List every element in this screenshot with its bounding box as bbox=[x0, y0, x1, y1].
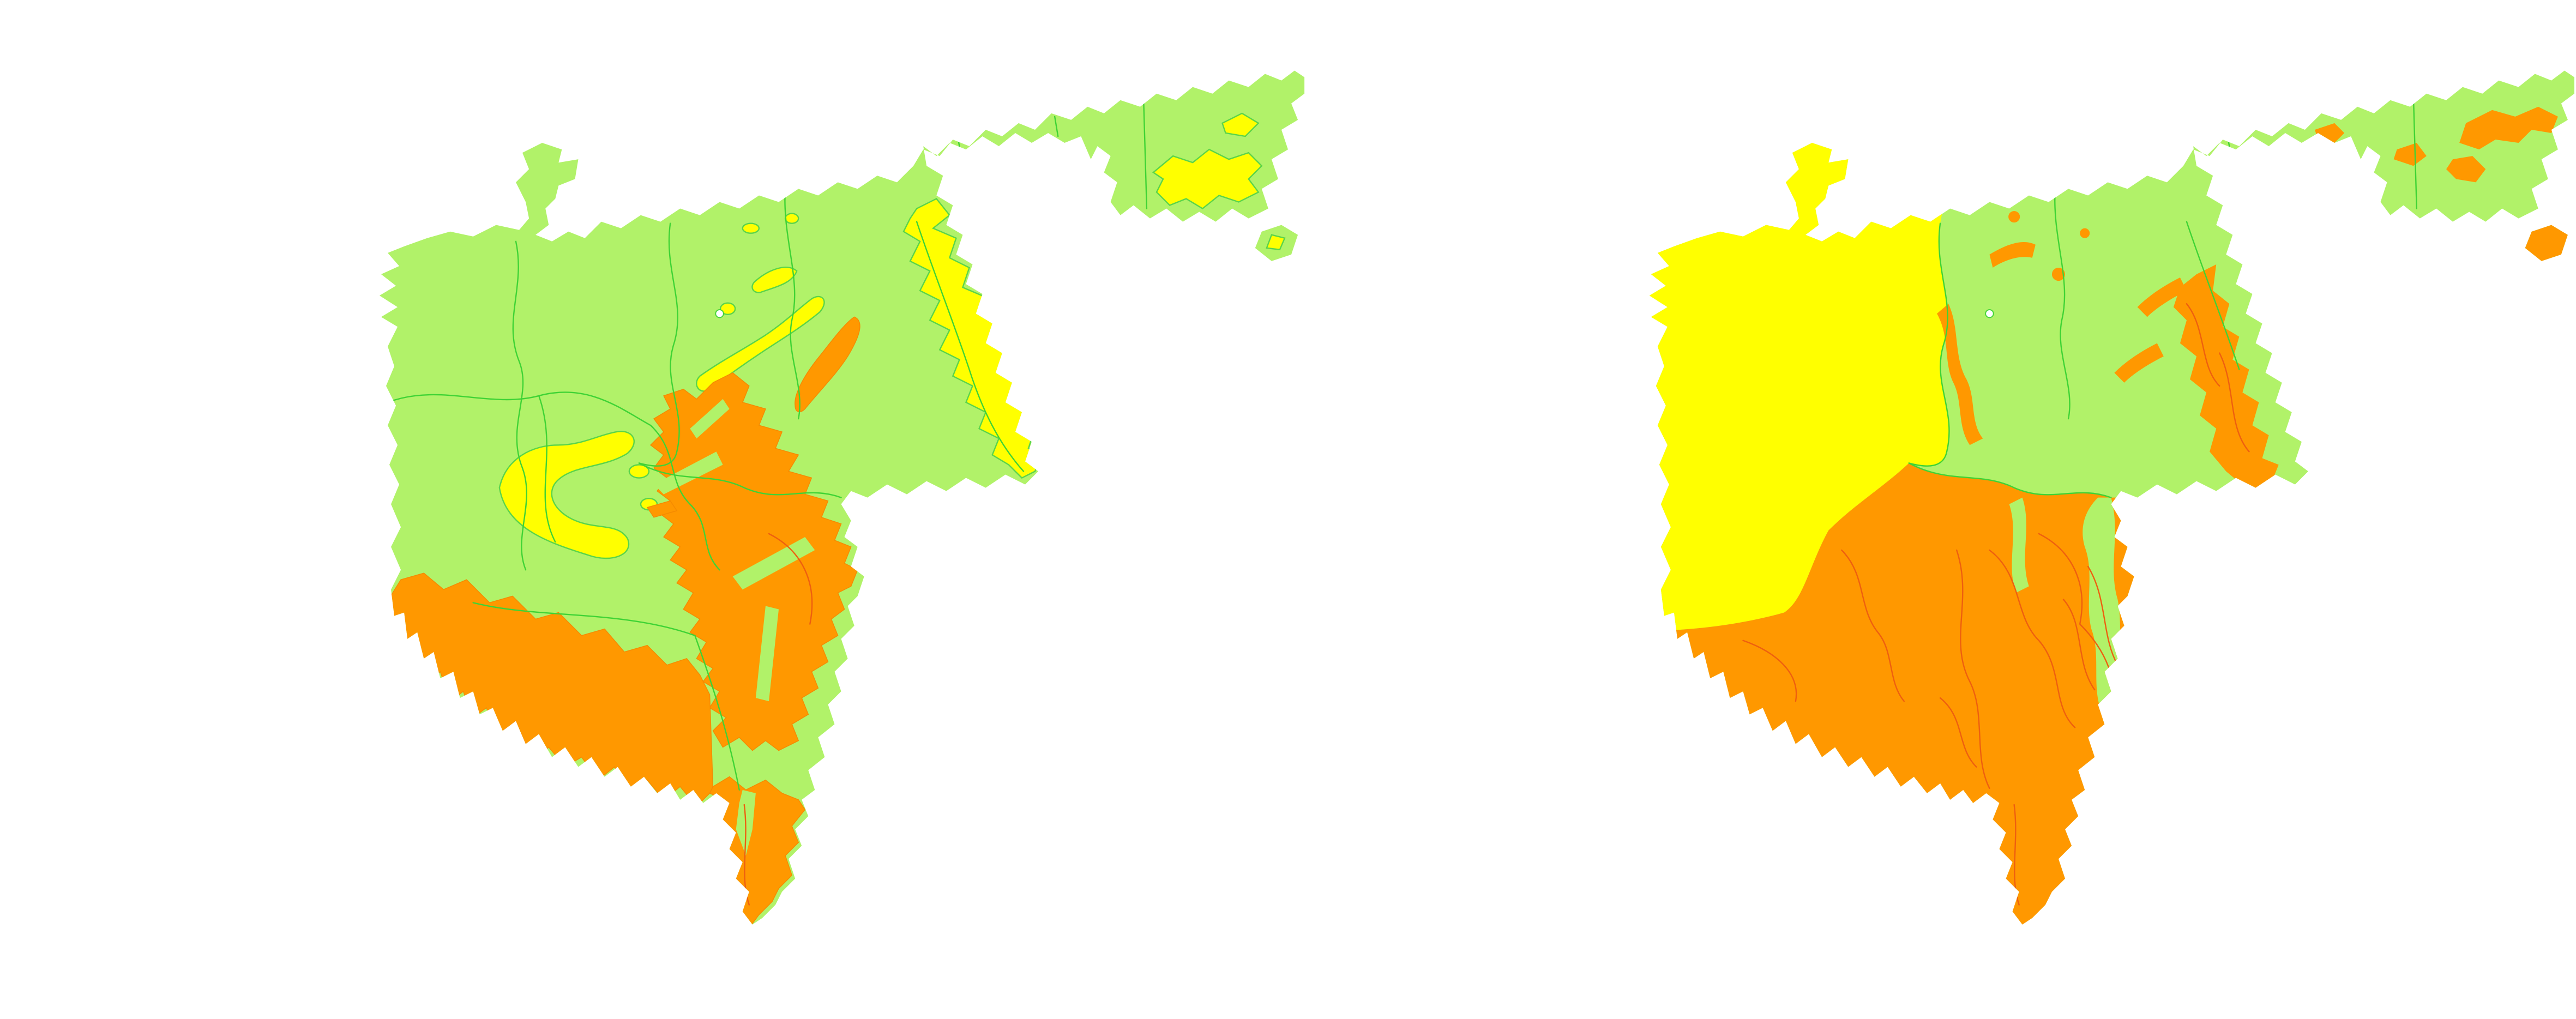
orange-strip-patch[interactable] bbox=[2446, 156, 2486, 183]
lake-dot bbox=[1985, 309, 1994, 318]
boundary-line bbox=[538, 395, 556, 543]
lake-dot bbox=[715, 309, 724, 318]
yellow-zone-spot[interactable] bbox=[784, 213, 799, 224]
boundary-line bbox=[2054, 188, 2071, 420]
boundary-line-orange bbox=[1939, 697, 1977, 768]
orange-zone-spot[interactable] bbox=[2051, 267, 2066, 281]
yellow-zone-small-snake[interactable] bbox=[751, 267, 798, 293]
map-left[interactable] bbox=[379, 70, 1305, 928]
boundary-line-orange bbox=[1989, 549, 2076, 728]
boundary-line bbox=[1142, 93, 1148, 209]
orange-zone-spot[interactable] bbox=[2080, 228, 2090, 238]
orange-northeast-zones[interactable] bbox=[2114, 264, 2298, 504]
valley-channel bbox=[690, 399, 730, 439]
yellow-warning-zones[interactable] bbox=[498, 105, 1286, 559]
yellow-zone-spot[interactable] bbox=[742, 222, 760, 234]
map-right[interactable] bbox=[1632, 44, 2574, 1019]
valley-channel bbox=[732, 536, 815, 590]
boundary-line bbox=[1908, 462, 2112, 498]
boundary-line-orange bbox=[2087, 565, 2118, 666]
orange-zone-snake[interactable] bbox=[2137, 278, 2187, 317]
boundary-line-orange bbox=[2186, 303, 2220, 387]
yellow-zone-east-lobe[interactable] bbox=[1152, 148, 1263, 209]
orange-zone-dash[interactable] bbox=[646, 500, 678, 518]
yellow-zone-spot[interactable] bbox=[719, 302, 736, 316]
orange-islet[interactable] bbox=[2525, 225, 2568, 261]
municipal-boundary-lines bbox=[1908, 93, 2417, 498]
boundary-line bbox=[2186, 221, 2240, 370]
yellow-zone-center-crescent[interactable] bbox=[498, 431, 635, 559]
orange-strip-patches[interactable] bbox=[2314, 106, 2568, 261]
orange-zone-snake[interactable] bbox=[2114, 343, 2164, 383]
yellow-zone-spot[interactable] bbox=[949, 118, 964, 128]
orange-zone-spot[interactable] bbox=[2008, 211, 2020, 223]
yellow-zone-islet[interactable] bbox=[1266, 234, 1286, 251]
orange-zone-small-snake[interactable] bbox=[1989, 242, 2036, 268]
yellow-zone-east-lobe-small[interactable] bbox=[1221, 112, 1260, 137]
yellow-zone-northeast-band[interactable] bbox=[902, 197, 1043, 479]
boundary-line-orange bbox=[2219, 352, 2250, 453]
orange-zone-valley-snake[interactable] bbox=[1937, 304, 1983, 445]
valley-tongue bbox=[2009, 497, 2029, 593]
boundary-line-orange bbox=[2062, 599, 2096, 691]
municipal-boundary-lines bbox=[387, 93, 1148, 791]
boundary-line bbox=[694, 635, 740, 791]
boundary-line-orange bbox=[1955, 549, 1990, 789]
boundary-line bbox=[649, 424, 720, 571]
boundary-line bbox=[2412, 93, 2417, 209]
boundary-line bbox=[1908, 222, 1950, 467]
valley-channel bbox=[654, 451, 723, 495]
orange-zone-ne-coastal[interactable] bbox=[2173, 264, 2298, 504]
yellow-zone-edges bbox=[498, 105, 1286, 559]
valley-channel bbox=[755, 606, 779, 702]
boundary-line-orange bbox=[1841, 549, 1905, 702]
orange-strip-patch[interactable] bbox=[2393, 143, 2427, 166]
yellow-zone-spot[interactable] bbox=[628, 464, 650, 479]
boundary-line bbox=[472, 602, 696, 636]
orange-zone-upper-snake[interactable] bbox=[795, 316, 860, 412]
yellow-zone-spot[interactable] bbox=[1034, 105, 1049, 115]
boundary-line bbox=[784, 188, 801, 420]
boundary-line bbox=[638, 222, 680, 467]
boundary-line bbox=[1054, 116, 1059, 137]
boundary-line-orange bbox=[1742, 640, 1797, 702]
boundary-line bbox=[512, 240, 527, 571]
boundary-line-orange bbox=[768, 533, 813, 625]
orange-detail-zones-green-district[interactable] bbox=[1937, 211, 2090, 445]
boundary-line bbox=[916, 221, 1025, 472]
orange-strip-patch[interactable] bbox=[2459, 106, 2558, 150]
